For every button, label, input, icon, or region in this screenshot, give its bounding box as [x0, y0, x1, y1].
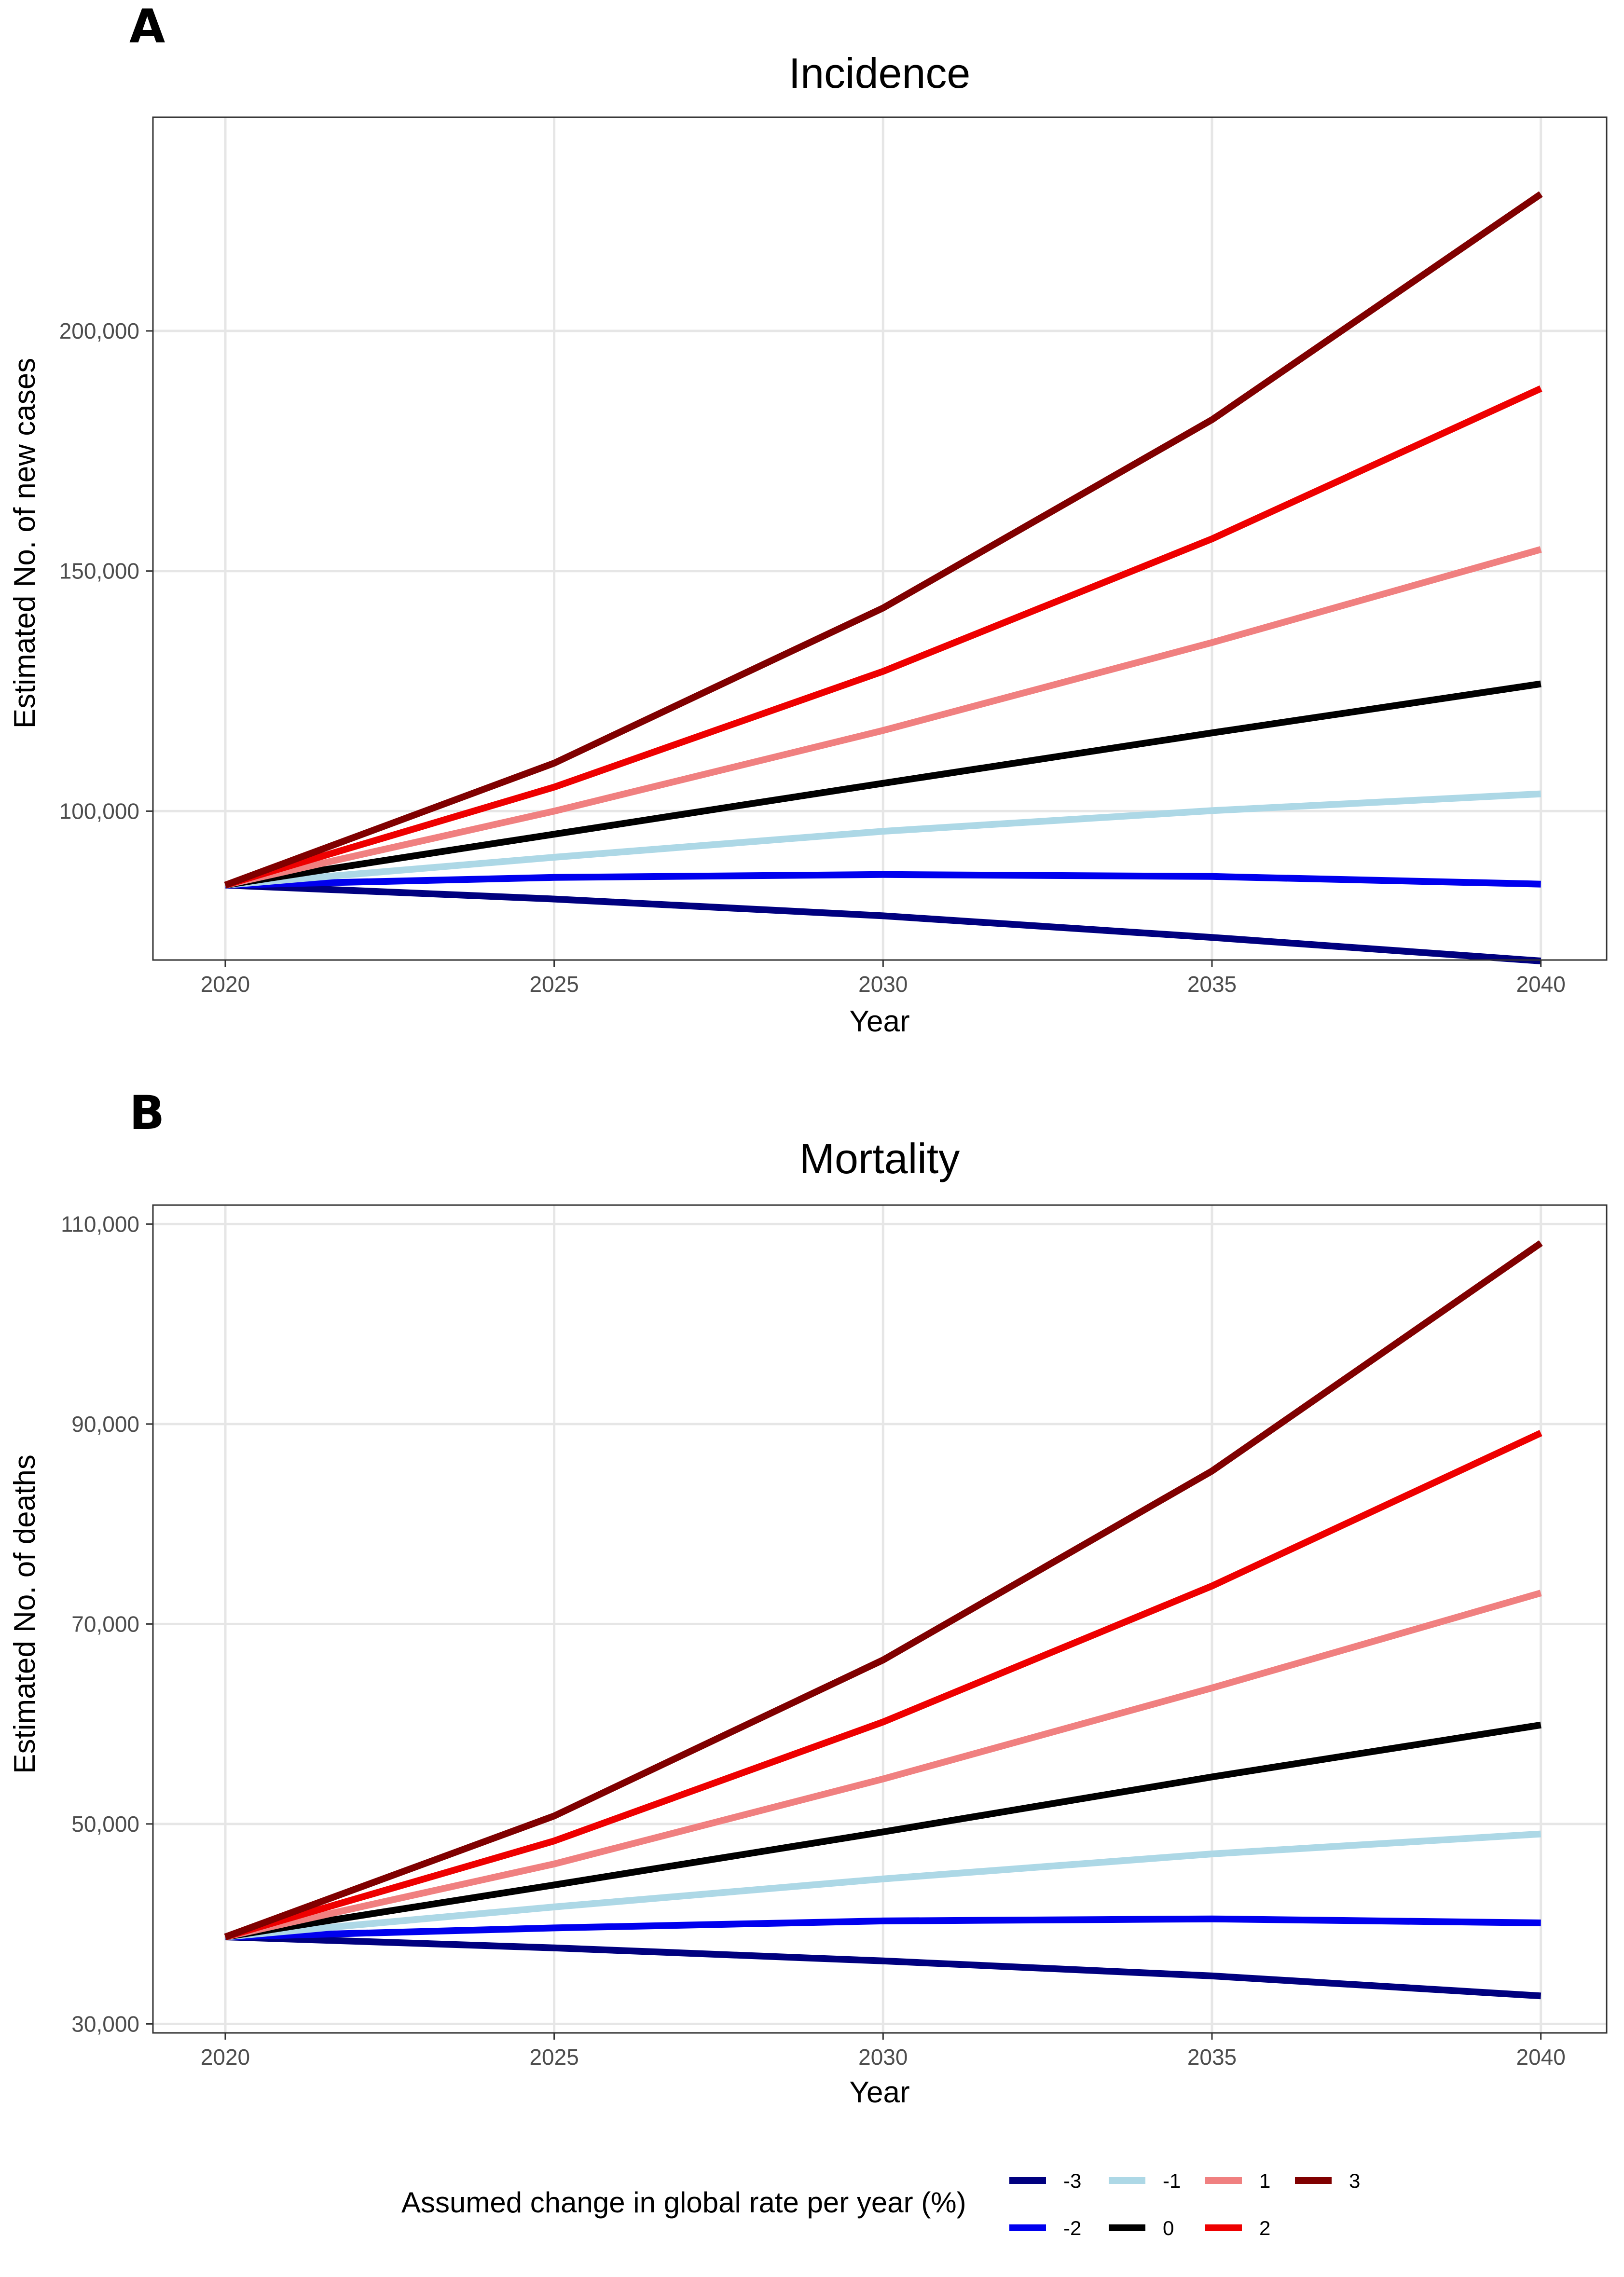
panel-b-series-line-1	[224, 1590, 1542, 1940]
legend-item-2: 2	[1205, 2217, 1270, 2239]
panel-b-y-ticks: 30,000 50,000 70,000 90,000 110,000	[61, 1211, 153, 2036]
panel-b-x-ticks: 2020 2025 2030 2035 2040	[201, 2033, 1566, 2070]
panel-a-y-tick-label: 200,000	[59, 318, 139, 343]
panel-a-x-tick-label: 2025	[529, 972, 578, 997]
panel-b-series-line-minus1	[225, 1830, 1541, 1940]
legend-label: -2	[1063, 2217, 1081, 2239]
panel-a-y-tick-label: 150,000	[59, 559, 139, 584]
panel-a-y-axis-title: Estimated No. of new cases	[8, 358, 41, 728]
panel-a-frame	[152, 116, 1608, 961]
legend: Assumed change in global rate per year (…	[401, 2169, 1360, 2239]
panel-a-plot-area	[152, 116, 1608, 964]
panel-b-letter: B	[129, 1086, 165, 1140]
panel-b-frame	[152, 1204, 1608, 2034]
panel-a-x-tick-label: 2040	[1516, 972, 1565, 997]
panel-a-series-line-3	[224, 191, 1543, 889]
legend-label: -3	[1063, 2169, 1081, 2192]
panel-b-x-tick-label: 2040	[1516, 2044, 1565, 2070]
legend-item-1: 1	[1205, 2169, 1270, 2192]
panel-a-x-tick-label: 2035	[1187, 972, 1237, 997]
panel-b-x-tick-label: 2025	[529, 2044, 578, 2070]
legend-title: Assumed change in global rate per year (…	[401, 2186, 966, 2219]
panel-b-x-axis-title: Year	[849, 2076, 909, 2109]
panel-a-y-tick-label: 100,000	[59, 798, 139, 823]
legend-label: 0	[1163, 2217, 1174, 2239]
panel-b-series-line-minus2	[225, 1915, 1541, 1940]
panel-b-y-tick-label: 50,000	[71, 1811, 139, 1837]
panel-a-x-ticks: 2020 2025 2030 2035 2040	[201, 960, 1566, 997]
panel-a-series-line-0	[224, 680, 1541, 889]
panel-a-series	[224, 191, 1543, 964]
panel-a-x-gridlines	[224, 117, 1542, 960]
legend-label: 2	[1259, 2217, 1270, 2239]
panel-b-y-tick-label: 110,000	[61, 1211, 139, 1236]
panel-b-x-gridlines	[224, 1205, 1542, 2033]
legend-items: -3 -2 -1 0 1 2 3	[1009, 2169, 1360, 2239]
panel-a-title: Incidence	[789, 49, 971, 97]
panel-a-series-line-minus3	[225, 881, 1541, 964]
panel-b-y-tick-label: 70,000	[71, 1611, 139, 1636]
panel-b-series-line-3	[224, 1240, 1543, 1940]
panel-b-y-axis-title: Estimated No. of deaths	[8, 1454, 41, 1774]
panel-a-y-ticks: 100,000 150,000 200,000	[59, 318, 153, 823]
legend-item-3: 3	[1295, 2169, 1360, 2192]
panel-a-series-line-1	[224, 546, 1542, 889]
panel-b-y-tick-label: 30,000	[71, 2011, 139, 2036]
panel-b-mortality: B Mortality Estimated No. of deaths Year…	[8, 1086, 1608, 2109]
panel-a-y-gridlines	[153, 329, 1607, 812]
legend-label: -1	[1163, 2169, 1181, 2192]
panel-a-x-tick-label: 2020	[201, 972, 250, 997]
panel-a-series-line-2	[224, 385, 1542, 889]
legend-item-minus3: -3	[1009, 2169, 1081, 2192]
legend-item-minus2: -2	[1009, 2217, 1081, 2239]
panel-a-letter: A	[129, 0, 165, 54]
panel-a-x-axis-title: Year	[849, 1005, 909, 1038]
legend-item-minus1: -1	[1109, 2169, 1181, 2192]
panel-a-incidence: A Incidence Estimated No. of new cases Y…	[8, 0, 1608, 1038]
panel-b-series-line-0	[224, 1721, 1541, 1940]
panel-b-y-tick-label: 90,000	[71, 1412, 139, 1437]
panel-a-series-line-minus1	[225, 790, 1541, 889]
panel-b-title: Mortality	[799, 1135, 960, 1182]
panel-b-series	[224, 1240, 1543, 2000]
panel-a-series-line-minus2	[225, 871, 1541, 889]
panel-b-x-tick-label: 2030	[858, 2044, 908, 2070]
panel-b-x-tick-label: 2035	[1187, 2044, 1237, 2070]
panel-b-plot-area	[152, 1204, 1608, 2034]
legend-label: 1	[1259, 2169, 1270, 2192]
panel-b-series-line-2	[224, 1430, 1542, 1940]
panel-b-x-tick-label: 2020	[201, 2044, 250, 2070]
panel-a-x-tick-label: 2030	[858, 972, 908, 997]
panel-b-y-gridlines	[153, 1222, 1607, 2025]
panel-b-series-line-minus3	[225, 1934, 1541, 2000]
legend-label: 3	[1349, 2169, 1360, 2192]
legend-item-0: 0	[1109, 2217, 1174, 2239]
